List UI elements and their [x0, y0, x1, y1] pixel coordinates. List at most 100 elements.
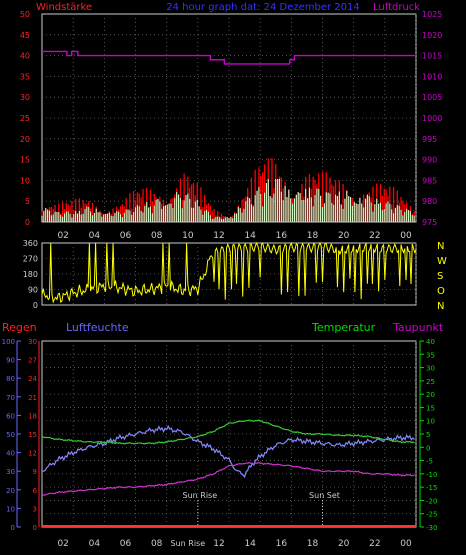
- title-date: 24 hour graph dat: 24 Dezember 2014: [166, 2, 360, 13]
- title-windstaerke: Windstärke: [36, 2, 92, 13]
- temp-y-tick: 35: [426, 351, 435, 359]
- dewpoint-line: [41, 461, 415, 496]
- x-tick-label-bottom: 00: [400, 539, 412, 549]
- wind-y-tick: 20: [20, 135, 30, 144]
- pressure-y-tick: 985: [422, 176, 437, 185]
- rain-y-tick: 9: [33, 468, 37, 476]
- x-tick-label-bottom: 02: [57, 539, 68, 549]
- rain-y-tick: 30: [28, 338, 37, 346]
- wind-y-tick: 45: [20, 31, 30, 40]
- rain-humidity-temp-panel: 0102030405060708090100036912151821242730…: [2, 338, 438, 549]
- direction-y-tick: 90: [28, 286, 38, 295]
- temp-y-tick: -25: [426, 511, 437, 519]
- x-tick-label: 00: [400, 231, 412, 241]
- direction-line: [41, 241, 417, 304]
- compass-label: O: [437, 286, 445, 297]
- direction-y-tick: 270: [23, 255, 38, 264]
- rain-y-tick: 21: [28, 394, 37, 402]
- x-tick-label-bottom: 14: [244, 539, 256, 549]
- x-tick-label-bottom: 06: [120, 539, 132, 549]
- x-tick-label-bottom: 18: [307, 539, 319, 549]
- humidity-y-tick: 30: [6, 468, 15, 476]
- x-tick-label: 06: [120, 231, 132, 241]
- temp-y-tick: 20: [426, 391, 435, 399]
- x-tick-label-bottom: 16: [276, 539, 288, 549]
- wind-pressure-panel: 0510152025303540455097598098599099510001…: [20, 10, 443, 241]
- temp-y-tick: 0: [426, 444, 430, 452]
- sun-marker-label: Sun Rise: [183, 491, 218, 500]
- temp-y-tick: 5: [426, 431, 430, 439]
- wind-y-tick: 25: [20, 114, 30, 123]
- pressure-y-tick: 1020: [422, 31, 442, 40]
- x-tick-label-bottom: Sun Rise: [171, 539, 206, 548]
- temp-y-tick: 10: [426, 418, 435, 426]
- wind-y-tick: 30: [20, 93, 30, 102]
- compass-label: S: [437, 271, 443, 282]
- temp-y-tick: -10: [426, 471, 437, 479]
- pressure-y-tick: 1000: [422, 114, 442, 123]
- humidity-y-tick: 10: [6, 505, 15, 513]
- x-tick-label-bottom: 12: [213, 539, 224, 549]
- pressure-line: [42, 50, 416, 65]
- compass-label: N: [437, 301, 444, 312]
- direction-y-tick: 180: [23, 270, 38, 279]
- temp-y-tick: -5: [426, 458, 433, 466]
- humidity-y-tick: 90: [6, 357, 15, 365]
- pressure-y-tick: 1010: [422, 72, 442, 81]
- pressure-y-tick: 980: [422, 197, 437, 206]
- temp-y-tick: 40: [426, 338, 435, 346]
- compass-label: N: [437, 241, 444, 252]
- humidity-y-tick: 70: [6, 394, 15, 402]
- rain-y-tick: 0: [33, 524, 37, 532]
- wind-y-tick: 5: [25, 197, 30, 206]
- x-tick-label: 04: [89, 231, 101, 241]
- wind-y-tick: 35: [20, 72, 30, 81]
- title-luftdruck: Luftdruck: [373, 2, 420, 13]
- x-tick-label-bottom: 04: [89, 539, 101, 549]
- temp-y-tick: -15: [426, 484, 437, 492]
- x-tick-label: 10: [182, 231, 194, 241]
- direction-y-tick: 0: [33, 301, 38, 310]
- humidity-y-tick: 40: [6, 450, 15, 458]
- rain-y-tick: 3: [33, 505, 37, 513]
- humidity-y-tick: 80: [6, 375, 15, 383]
- compass-label: W: [437, 256, 447, 267]
- humidity-y-tick: 50: [6, 431, 15, 439]
- x-tick-label: 12: [213, 231, 224, 241]
- legend-luftfeuchte: Luftfeuchte: [66, 321, 129, 334]
- pressure-y-tick: 1005: [422, 93, 442, 102]
- direction-y-tick: 360: [23, 239, 38, 248]
- x-tick-label-bottom: 20: [338, 539, 350, 549]
- x-tick-label: 14: [244, 231, 256, 241]
- humidity-y-tick: 60: [6, 412, 15, 420]
- x-tick-label-bottom: 22: [369, 539, 380, 549]
- pressure-y-tick: 995: [422, 135, 437, 144]
- sun-marker-label: Sun Set: [309, 491, 340, 500]
- pressure-y-tick: 990: [422, 156, 437, 165]
- temp-y-tick: -30: [426, 524, 437, 532]
- x-tick-label: 16: [276, 231, 288, 241]
- humidity-y-tick: 0: [11, 524, 15, 532]
- x-tick-label-bottom: 08: [151, 539, 163, 549]
- wind-y-tick: 10: [20, 176, 30, 185]
- pressure-y-tick: 1025: [422, 10, 442, 19]
- humidity-line: [41, 424, 415, 479]
- wind-y-tick: 0: [25, 218, 30, 227]
- wind-y-tick: 50: [20, 10, 30, 19]
- x-tick-label: 02: [57, 231, 68, 241]
- temp-y-tick: 25: [426, 378, 435, 386]
- legend-temperatur: Temperatur: [311, 321, 376, 334]
- rain-y-tick: 27: [28, 357, 37, 365]
- rain-y-tick: 6: [33, 487, 38, 495]
- humidity-y-tick: 100: [2, 338, 15, 346]
- temp-y-tick: -20: [426, 497, 437, 505]
- x-tick-label: 20: [338, 231, 350, 241]
- humidity-y-tick: 20: [6, 487, 15, 495]
- temp-y-tick: 15: [426, 404, 435, 412]
- pressure-y-tick: 1015: [422, 52, 442, 61]
- legend-taupunkt: Taupunkt: [392, 321, 444, 334]
- x-tick-label: 08: [151, 231, 163, 241]
- wind-y-tick: 40: [20, 52, 30, 61]
- legend-regen: Regen: [2, 321, 37, 334]
